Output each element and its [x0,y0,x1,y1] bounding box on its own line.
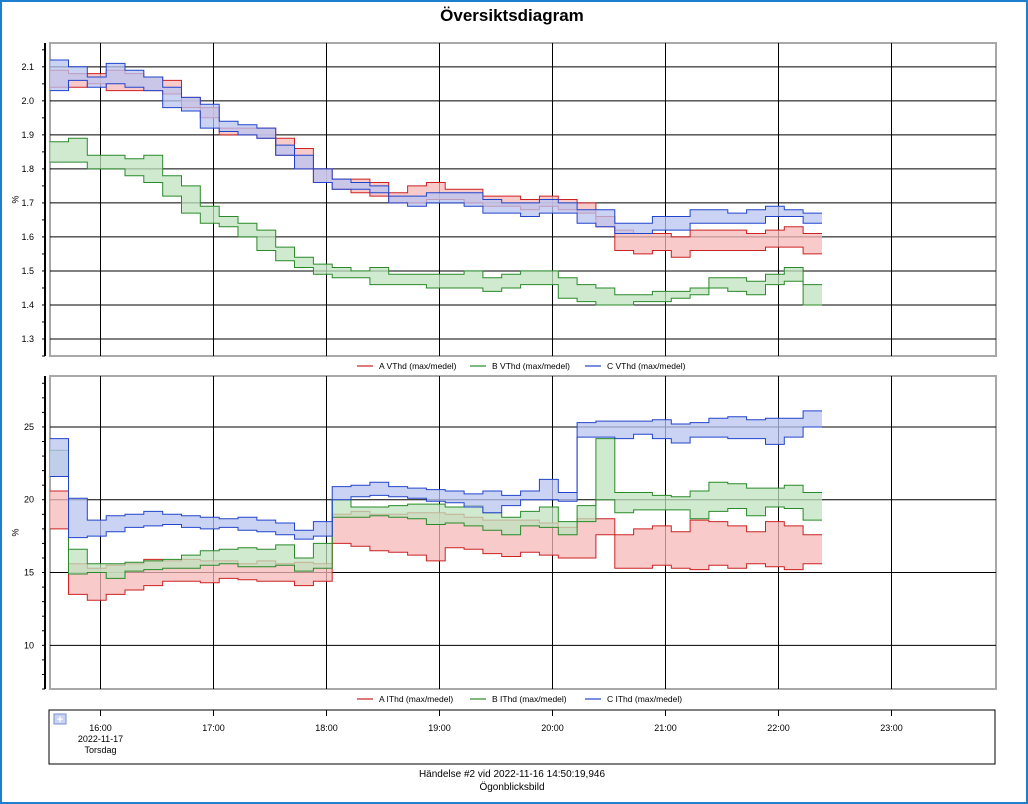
y-axis-unit-bottom: % [10,528,20,536]
series-band-top-2 [50,60,822,234]
y-axis-unit-top: % [10,195,20,203]
time-tick-label: 23:00 [880,723,903,733]
plus-icon [53,713,67,725]
series-group-bottom [50,410,822,601]
legend-item-bottom-0: A IThd (max/medel) [379,694,453,704]
series-mean-line-bottom-0 [50,528,822,601]
series-max-line-bottom-2 [50,410,822,531]
y-tick-label-top: 1.5 [21,266,34,276]
series-max-line-top-1 [50,137,822,296]
series-band-bottom-0 [50,491,822,601]
snapshot-label: Ögonblicksbild [479,782,545,793]
series-band-bottom-2 [50,410,822,540]
legend-item-top-2: C VThd (max/medel) [607,361,686,371]
series-group-top [50,59,822,306]
time-tick-label: 18:00 [315,723,338,733]
series-band-top-0 [50,70,822,258]
y-tick-label-top: 1.7 [21,198,34,208]
time-tick-label: 20:00 [541,723,564,733]
y-tick-label-top: 1.8 [21,164,34,174]
time-tick-label: 19:00 [428,723,451,733]
legend-item-bottom-2: C IThd (max/medel) [607,694,682,704]
legend-item-bottom-1: B IThd (max/medel) [492,694,567,704]
y-tick-label-bottom: 10 [24,640,34,650]
legend-item-top-1: B VThd (max/medel) [492,361,570,371]
series-max-line-top-2 [50,59,822,224]
legend-item-top-0: A VThd (max/medel) [379,361,457,371]
y-tick-label-top: 2.0 [21,96,34,106]
series-mean-line-top-2 [50,79,822,234]
date-label: 2022-11-17 [78,734,123,744]
y-tick-label-top: 1.6 [21,232,34,242]
y-tick-label-top: 2.1 [21,62,34,72]
series-mean-line-top-1 [50,161,822,306]
series-band-top-1 [50,138,822,305]
y-tick-label-bottom: 20 [24,495,34,505]
series-mean-line-bottom-2 [50,426,822,540]
y-tick-label-top: 1.9 [21,130,34,140]
y-tick-label-top: 1.4 [21,300,34,310]
time-axis [48,709,996,765]
series-max-line-top-0 [50,69,822,238]
weekday-label: Torsdag [84,745,116,755]
time-tick-label: 17:00 [202,723,225,733]
time-tick-label: 22:00 [767,723,790,733]
event-label: Händelse #2 vid 2022-11-16 14:50:19,946 [418,769,606,780]
time-tick-label: 16:00 [89,723,112,733]
y-tick-label-top: 1.3 [21,334,34,344]
series-max-line-bottom-1 [50,438,822,565]
y-tick-label-bottom: 15 [24,568,34,578]
chart-title: Översiktsdiagram [440,6,584,25]
time-tick-label: 21:00 [654,723,677,733]
y-tick-label-bottom: 25 [24,422,34,432]
series-band-bottom-1 [50,438,822,579]
series-mean-line-bottom-1 [50,476,822,579]
plus-icon-glyph: + [57,714,63,726]
